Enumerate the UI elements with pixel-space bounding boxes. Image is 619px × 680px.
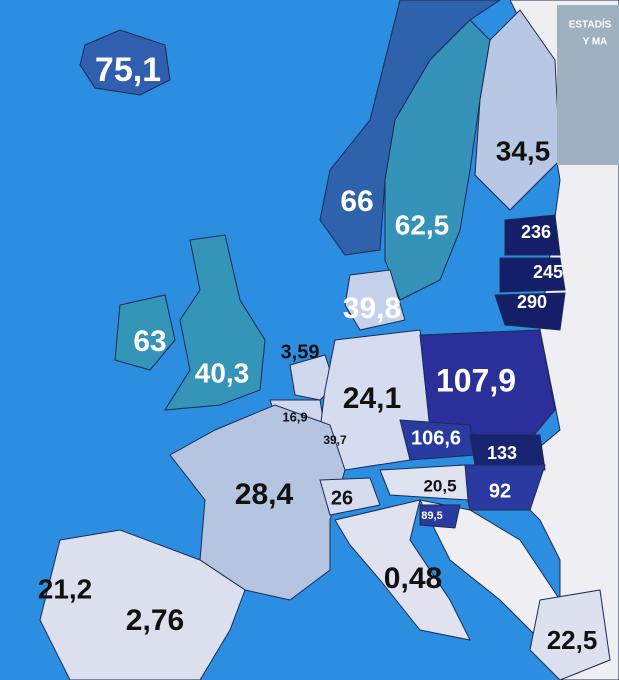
region-label: 0,48: [384, 562, 442, 595]
region-label: 63: [133, 325, 166, 358]
region-label: 290: [517, 292, 547, 312]
region-label: 22,5: [547, 625, 598, 655]
region-label: 107,9: [436, 362, 516, 398]
region-label: 2,76: [126, 604, 184, 637]
country: [39, 529, 246, 680]
country: [384, 19, 491, 301]
country: [319, 0, 501, 256]
region-label: 236: [521, 222, 551, 242]
country: [79, 29, 171, 96]
region-label: 106,6: [411, 427, 461, 449]
thumbnail-text: Y MA: [583, 37, 608, 48]
country: [169, 404, 346, 601]
region-label: 133: [487, 443, 517, 463]
region-label: 92: [489, 480, 511, 502]
country: [164, 234, 266, 411]
country: [379, 464, 469, 501]
region-label: 3,59: [281, 341, 320, 363]
region-label: 34,5: [496, 135, 551, 166]
region-label: 75,1: [95, 51, 161, 89]
country: [114, 294, 176, 371]
region-label: 20,5: [423, 476, 456, 495]
region-label: 24,1: [343, 382, 401, 415]
region-label: 66: [340, 185, 373, 218]
region-label: 39,7: [323, 433, 347, 447]
country: [419, 504, 461, 529]
country: [419, 329, 556, 441]
region-label: 89,5: [421, 510, 442, 522]
region-label: 28,4: [235, 478, 294, 511]
country: [334, 499, 471, 641]
region-label: 16,9: [282, 409, 307, 424]
country: [529, 589, 611, 680]
region-label: 26: [331, 487, 353, 509]
country: [474, 9, 561, 211]
region-label: 40,3: [195, 357, 250, 388]
region-label: 62,5: [395, 209, 450, 240]
region-label: 21,2: [38, 573, 93, 604]
region-label: 39,8: [343, 292, 401, 325]
country: [504, 214, 561, 256]
country: [344, 269, 406, 331]
country: [499, 257, 566, 293]
country: [469, 434, 546, 471]
region-label: 245: [533, 262, 563, 282]
thumbnail-text: ESTADÍS: [569, 18, 612, 31]
labels: 75,1 66 62,5 34,5 236 245 290 63 40,3 39,8 3,59 24,…: [38, 51, 598, 655]
country: [319, 477, 381, 516]
country: [494, 292, 566, 331]
thumbnail: [557, 5, 619, 165]
